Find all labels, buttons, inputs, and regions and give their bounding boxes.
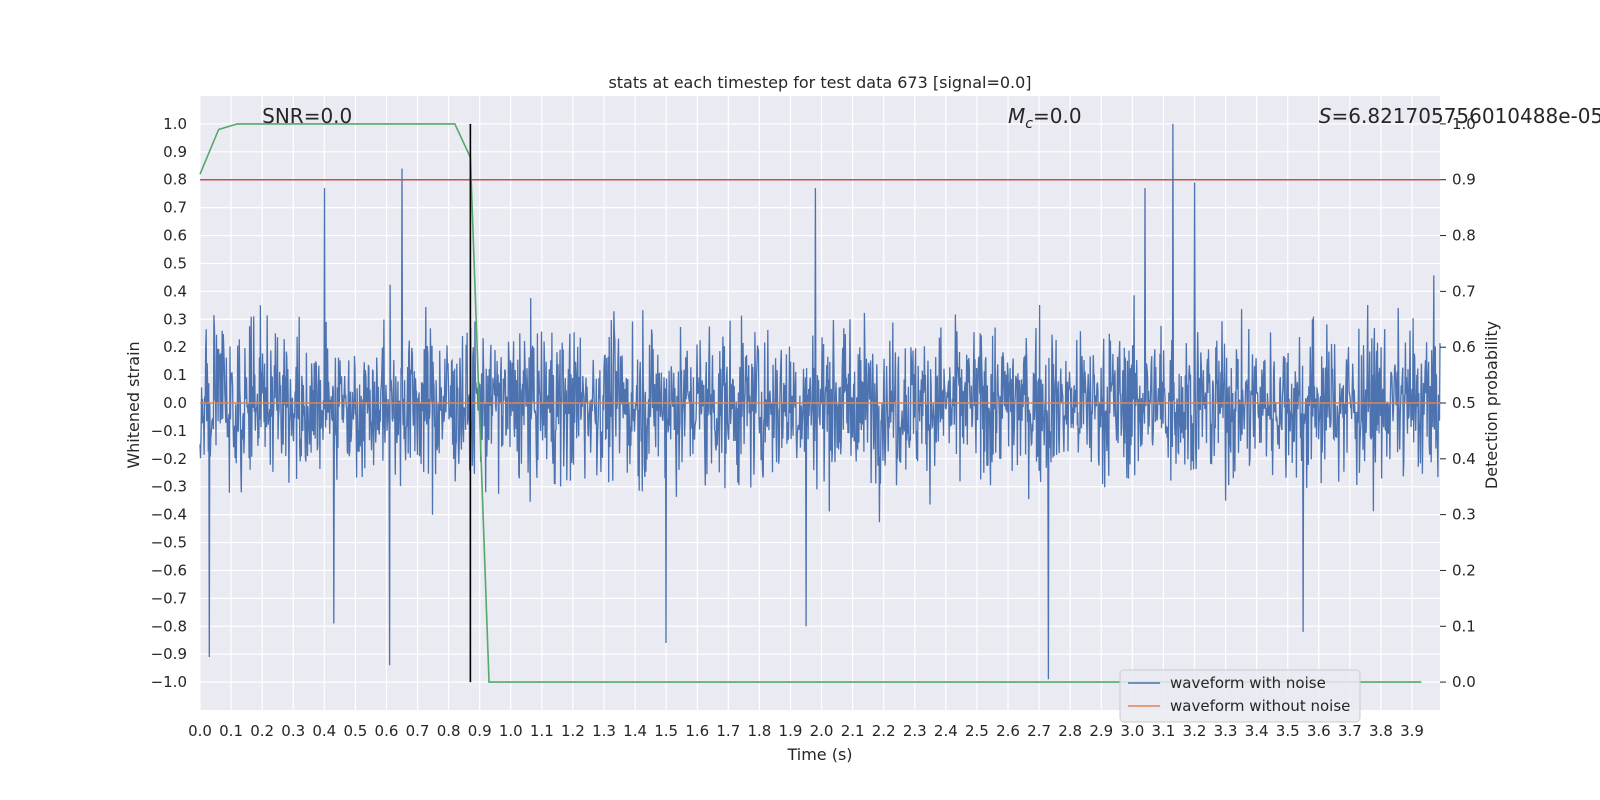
x-tick-label: 0.9 [468,722,492,740]
x-tick-label: 3.3 [1214,722,1238,740]
y2-tick-label: 0.3 [1452,506,1476,524]
x-tick-label: 0.6 [375,722,399,740]
x-tick-label: 1.4 [623,722,647,740]
x-tick-label: 2.7 [1027,722,1051,740]
x-tick-label: 1.2 [561,722,585,740]
x-tick-label: 3.9 [1400,722,1424,740]
x-tick-labels: 0.0 0.1 0.2 0.3 0.4 0.5 0.6 0.7 0.8 0.9 1.0 1.1 1.2 1… [188,722,1424,740]
y-tick-label: 0.8 [163,171,187,189]
x-tick-label: 3.0 [1120,722,1144,740]
annotation-0: SNR=0.0 [262,104,352,128]
x-tick-label: 1.1 [530,722,554,740]
y2-tick-label: 0.4 [1452,450,1476,468]
y-tick-labels: 1.0 0.9 0.8 0.7 0.6 0.5 0.4 0.3 0.2 0.1 0.0 −0.1 −0.… [151,115,187,691]
x-tick-label: 0.3 [281,722,305,740]
series-lines [199,123,1440,683]
y-tick-label: −0.1 [151,422,187,440]
y2-tick-label: 1.0 [1452,115,1476,133]
y-tick-label: 0.0 [163,394,187,412]
x-tick-label: 1.6 [685,722,709,740]
y-tick-label: −0.3 [151,478,187,496]
y2-tick-label: 0.0 [1452,673,1476,691]
x-tick-label: 0.5 [343,722,367,740]
y-tick-label: −0.5 [151,534,187,552]
y2-tick-label: 0.9 [1452,171,1476,189]
y-tick-label: 0.5 [163,254,187,272]
x-tick-label: 3.6 [1307,722,1331,740]
y2-tick-label: 0.5 [1452,394,1476,412]
legend: waveform with noise waveform without nois… [1119,669,1361,723]
x-tick-label: 2.4 [934,722,958,740]
x-tick-label: 0.2 [250,722,274,740]
x-tick-label: 1.8 [747,722,771,740]
x-axis-label: Time (s) [786,745,852,764]
x-tick-label: 2.8 [1058,722,1082,740]
y-tick-label: −0.4 [151,506,187,524]
y-tick-label: 1.0 [163,115,187,133]
y-tick-label: −0.6 [151,561,187,579]
legend-entry: waveform without noise [1170,697,1350,715]
y-tick-label: −0.9 [151,645,187,663]
x-tick-label: 3.1 [1151,722,1175,740]
y-tick-label: −0.8 [151,617,187,635]
y-tick-label: −1.0 [151,673,187,691]
x-tick-label: 2.3 [903,722,927,740]
chart-title: stats at each timestep for test data 673… [608,73,1031,92]
annotations: SNR=0.0 Mc=0.0 S=6.82170575601048​8e-05 [262,104,1600,132]
y2-tick-label: 0.2 [1452,561,1476,579]
x-tick-label: 0.8 [437,722,461,740]
series-waveform-with-noise [199,123,1441,680]
x-tick-label: 3.7 [1338,722,1362,740]
y2-axis-label: Detection probability [1482,321,1501,489]
x-tick-label: 3.2 [1183,722,1207,740]
x-tick-label: 1.0 [499,722,523,740]
y-tick-label: 0.3 [163,310,187,328]
x-tick-label: 3.8 [1369,722,1393,740]
y-axis-label: Whitened strain [124,341,143,468]
y-tick-label: 0.7 [163,199,187,217]
x-tick-label: 2.6 [996,722,1020,740]
x-tick-label: 0.1 [219,722,243,740]
x-tick-label: 0.7 [406,722,430,740]
legend-entry: waveform with noise [1170,674,1326,692]
x-tick-label: 0.0 [188,722,212,740]
y2-tick-label: 0.1 [1452,617,1476,635]
x-tick-label: 3.4 [1245,722,1269,740]
y-tick-label: 0.6 [163,227,187,245]
y2-tick-label: 0.6 [1452,338,1476,356]
y-tick-label: −0.7 [151,589,187,607]
y-tick-label: 0.4 [163,282,187,300]
waveform-with-noise-line [199,123,1441,680]
annotation-2: S=6.82170575601048​8e-05 [1319,104,1600,128]
y2-tick-label: 0.7 [1452,282,1476,300]
x-tick-label: 1.9 [779,722,803,740]
x-tick-label: 1.7 [716,722,740,740]
x-tick-label: 2.5 [965,722,989,740]
x-tick-label: 1.3 [592,722,616,740]
x-tick-label: 1.5 [654,722,678,740]
x-tick-label: 2.9 [1089,722,1113,740]
x-tick-label: 2.0 [810,722,834,740]
y-tick-label: 0.1 [163,366,187,384]
detection-probability-line [199,123,1422,683]
annotation-1: Mc=0.0 [1008,104,1082,132]
x-tick-label: 2.2 [872,722,896,740]
legend-box [1119,669,1361,723]
y-tick-label: 0.9 [163,143,187,161]
y2-tick-labels: 1.0 0.9 0.8 0.7 0.6 0.5 0.4 0.3 0.2 0.1 0.0 [1440,115,1476,691]
x-tick-label: 0.4 [312,722,336,740]
x-tick-label: 3.5 [1276,722,1300,740]
y-tick-label: 0.2 [163,338,187,356]
y-tick-label: −0.2 [151,450,187,468]
x-tick-label: 2.1 [841,722,865,740]
y2-tick-label: 0.8 [1452,227,1476,245]
